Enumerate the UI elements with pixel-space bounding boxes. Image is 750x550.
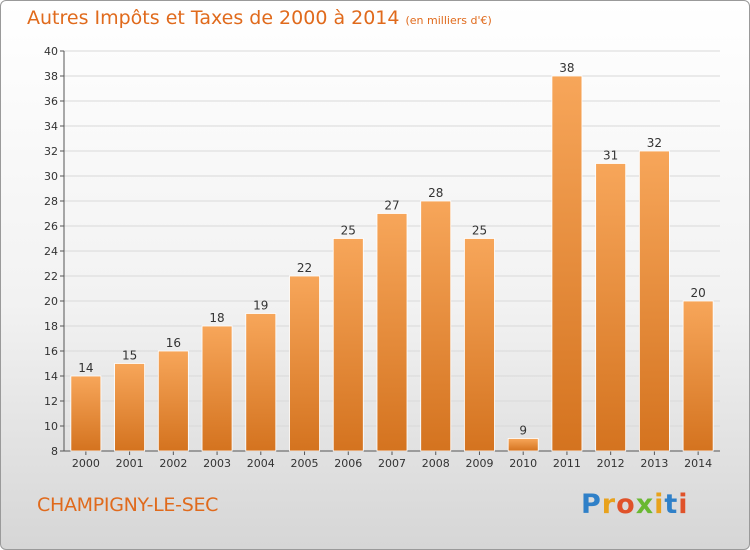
- x-tick-label-2000: 2000: [72, 457, 100, 470]
- logo-letter: i: [654, 489, 665, 520]
- bar-2009: [464, 238, 495, 452]
- bar-2005: [289, 275, 320, 452]
- bar-2014: [682, 300, 714, 452]
- logo-letter: t: [664, 489, 679, 520]
- x-tick-label-2007: 2007: [378, 457, 406, 470]
- x-tick-label-2012: 2012: [597, 457, 625, 470]
- x-tick-label-2001: 2001: [116, 457, 144, 470]
- x-tick-label-2004: 2004: [247, 457, 275, 470]
- x-tick-label-2011: 2011: [553, 457, 581, 470]
- bar-2011: [551, 75, 583, 452]
- labels: 14 15 16 18 19 22 25 27 28 25 9 38 31 32 20: [78, 61, 706, 438]
- bar-2013: [639, 150, 670, 452]
- bar-2012: [595, 163, 627, 452]
- bar-2000: [70, 375, 102, 452]
- y-tick-label: 12: [44, 395, 58, 408]
- x-tick-label-2003: 2003: [203, 457, 231, 470]
- proxiti-logo: Proxiti: [581, 489, 689, 520]
- y-tick-label: 22: [44, 270, 58, 283]
- value-label-2004: 19: [253, 299, 268, 313]
- logo-letter: i: [678, 489, 689, 520]
- chart-subtitle: (en milliers d'€): [405, 14, 492, 27]
- value-label-2002: 16: [166, 336, 181, 350]
- y-tick-label: 8: [51, 445, 58, 458]
- value-label-2014: 20: [690, 286, 705, 300]
- value-label-2001: 15: [122, 349, 137, 363]
- value-label-2012: 31: [603, 149, 618, 163]
- bar-2004: [245, 313, 277, 452]
- value-label-2008: 28: [428, 186, 443, 200]
- y-tick-label: 14: [44, 370, 58, 383]
- y-tick-label: 32: [44, 145, 58, 158]
- logo-letter: P: [581, 489, 602, 520]
- value-label-2006: 25: [341, 224, 356, 238]
- x-tick-label-2014: 2014: [684, 457, 712, 470]
- y-tick-label: 18: [44, 320, 58, 333]
- chart-title: Autres Impôts et Taxes de 2000 à 2014 (en…: [27, 7, 492, 29]
- bar-2002: [157, 350, 189, 452]
- y-tick-label: 28: [44, 195, 58, 208]
- value-label-2000: 14: [78, 361, 93, 375]
- value-label-2010: 9: [519, 424, 527, 438]
- x-tick-label-2013: 2013: [640, 457, 668, 470]
- bar-2010: [507, 438, 539, 452]
- bar-2001: [114, 363, 145, 452]
- x-tick-label-2009: 2009: [465, 457, 493, 470]
- logo-letter: o: [616, 489, 636, 520]
- y-tick-label: 10: [44, 420, 58, 433]
- logo-letter: x: [635, 489, 655, 520]
- x-tick-label-2008: 2008: [422, 457, 450, 470]
- chart-title-text: Autres Impôts et Taxes de 2000 à 2014: [27, 7, 400, 29]
- x-tick-label-2010: 2010: [509, 457, 537, 470]
- bar-2007: [376, 213, 408, 452]
- y-tick-label: 26: [44, 220, 58, 233]
- commune-name: CHAMPIGNY-LE-SEC: [37, 494, 219, 516]
- y-tick-label: 36: [44, 95, 58, 108]
- bar-2003: [201, 325, 233, 452]
- bars: [70, 75, 714, 452]
- x-tick-label-2002: 2002: [159, 457, 187, 470]
- value-label-2003: 18: [209, 311, 224, 325]
- value-label-2009: 25: [472, 224, 487, 238]
- bar-2008: [420, 200, 452, 452]
- y-tick-label: 24: [44, 245, 58, 258]
- y-tick-label: 34: [44, 120, 58, 133]
- y-tick-label: 16: [44, 345, 58, 358]
- logo-letter: r: [601, 489, 617, 520]
- value-label-2007: 27: [384, 199, 399, 213]
- bar-2006: [332, 238, 364, 452]
- y-tick-label: 40: [44, 45, 58, 58]
- x-tick-label-2006: 2006: [334, 457, 362, 470]
- y-tick-label: 38: [44, 70, 58, 83]
- y-tick-label: 20: [44, 295, 58, 308]
- value-label-2005: 22: [297, 261, 312, 275]
- value-label-2013: 32: [647, 136, 662, 150]
- y-tick-label: 30: [44, 170, 58, 183]
- x-tick-label-2005: 2005: [291, 457, 319, 470]
- value-label-2011: 38: [559, 61, 574, 75]
- axes: 8 10 12 14 16 18 20 22 24 26 28 30 32 34 36 38 40 2000 200…: [44, 45, 720, 470]
